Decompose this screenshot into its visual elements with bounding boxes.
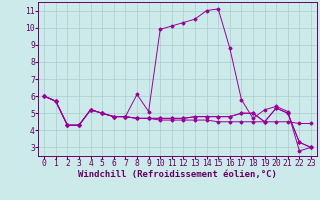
X-axis label: Windchill (Refroidissement éolien,°C): Windchill (Refroidissement éolien,°C) [78,170,277,179]
